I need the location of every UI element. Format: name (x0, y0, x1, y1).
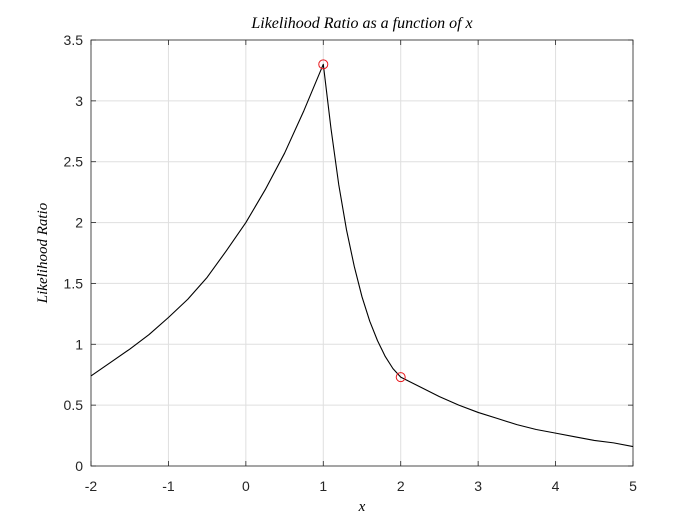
highlight-marker (395, 372, 406, 383)
chart-title: Likelihood Ratio as a function of x (250, 15, 472, 32)
y-tick-label: 3 (75, 93, 83, 109)
series-lines (90, 63, 634, 448)
x-tick-label: 5 (629, 478, 637, 494)
tick-marks (90, 39, 634, 467)
highlight-markers (318, 59, 406, 383)
x-tick-label: 4 (552, 478, 560, 494)
x-tick-label: 3 (474, 478, 482, 494)
y-tick-label: 3.5 (64, 32, 84, 48)
x-axis-label: x (358, 499, 366, 515)
likelihood-ratio-line (90, 63, 634, 448)
x-tick-label: 1 (319, 478, 327, 494)
x-tick-label: -1 (162, 478, 175, 494)
x-tick-label: -2 (85, 478, 98, 494)
axes-box (90, 39, 634, 467)
y-tick-label: 0.5 (64, 397, 84, 413)
y-tick-label: 2.5 (64, 154, 84, 170)
y-tick-label: 2 (75, 215, 83, 231)
x-tick-label: 0 (242, 478, 250, 494)
plot-area (91, 40, 633, 466)
y-tick-label: 0 (75, 458, 83, 474)
y-tick-label: 1 (75, 336, 83, 352)
x-tick-label: 2 (397, 478, 405, 494)
y-tick-label: 1.5 (64, 275, 84, 291)
y-tick-labels: 0 0.5 1 1.5 2 2.5 3 3.5 (64, 32, 84, 474)
x-tick-labels: -2 -1 0 1 2 3 4 5 (85, 478, 637, 494)
highlight-marker (318, 59, 329, 70)
y-axis-label: Likelihood Ratio (35, 202, 51, 304)
